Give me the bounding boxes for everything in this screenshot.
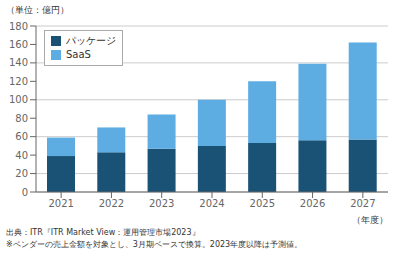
svg-text:180: 180 (9, 21, 28, 32)
svg-text:2026: 2026 (300, 198, 325, 209)
svg-text:80: 80 (15, 113, 28, 124)
html-text:SaaS: SaaS (66, 49, 91, 60)
svg-text:100: 100 (9, 94, 28, 105)
svg-text:2025: 2025 (250, 198, 275, 209)
svg-text:2021: 2021 (48, 198, 73, 209)
svg-text:20: 20 (15, 168, 28, 179)
svg-text:2024: 2024 (199, 198, 224, 209)
svg-text:2023: 2023 (149, 198, 174, 209)
svg-text:60: 60 (15, 131, 28, 142)
svg-text:2022: 2022 (99, 198, 124, 209)
html-text:※ベンダーの売上金額を対象とし、3月期ベースで換算。2023: ※ベンダーの売上金額を対象とし、3月期ベースで換算。2023年度以降は予測値。 (6, 240, 303, 249)
svg-text:0: 0 (22, 187, 28, 198)
svg-text:160: 160 (9, 39, 28, 50)
svg-text:40: 40 (15, 150, 28, 161)
html-text:（年度）: （年度） (352, 215, 388, 225)
html-text:（単位：億円）: （単位：億円） (6, 5, 69, 15)
svg-text:140: 140 (9, 57, 28, 68)
svg-text:2027: 2027 (350, 198, 375, 209)
html-text:出典：ITR『ITR Market View：運用管理市場2: 出典：ITR『ITR Market View：運用管理市場2023』 (6, 228, 200, 237)
svg-text:120: 120 (9, 76, 28, 87)
html-text:パッケージ: パッケージ (66, 35, 116, 46)
